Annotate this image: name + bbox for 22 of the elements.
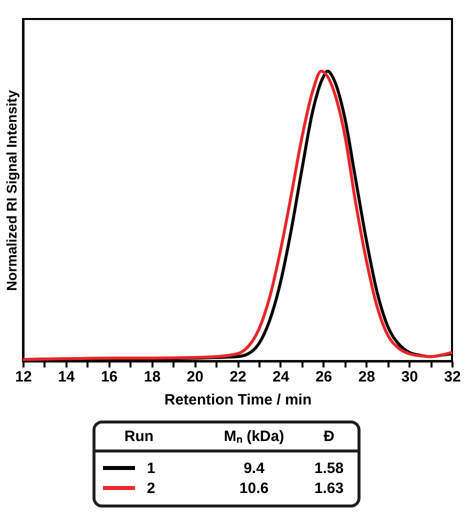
x-tick-label: 20 [186,368,204,386]
legend-label: 2 [146,480,156,497]
text: Run [124,428,154,445]
x-tick-label: 12 [15,368,32,386]
text: Mₙ (kDa) [224,428,284,445]
x-axis-title: Retention Time / min [164,392,312,408]
x-tick-label: 26 [315,368,332,386]
y-axis-title: Normalized RI Signal Intensity [4,90,20,291]
text: 10.6 [239,480,269,497]
legend-label: 1 [146,460,156,477]
x-tick-label: 16 [100,368,118,386]
x-tick-label: 24 [272,368,290,386]
text: 9.4 [244,460,266,477]
x-tick-label: 22 [230,368,246,386]
x-tick-label: 28 [358,368,376,386]
text: Đ [324,428,335,445]
x-tick-label: 18 [144,368,161,386]
x-tick-label: 30 [401,368,418,386]
x-tick-label: 14 [58,368,76,386]
text: 1.58 [314,460,344,477]
x-tick-label: 32 [444,368,461,386]
text: 1.63 [314,480,344,497]
